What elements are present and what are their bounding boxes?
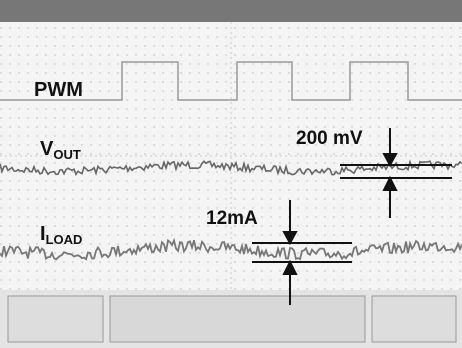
oscilloscope-screen: PWM VOUT ILOAD 200 mV 12mA <box>0 0 462 348</box>
iload-sub: LOAD <box>46 232 83 247</box>
pwm-label: PWM <box>34 79 83 101</box>
menu-bar <box>0 0 462 22</box>
channel-box <box>8 296 103 342</box>
iload-ripple-label: 12mA <box>206 208 258 229</box>
vout-main: V <box>40 138 54 160</box>
vout-sub: OUT <box>53 147 81 162</box>
measure-box <box>110 296 365 342</box>
timebase-box <box>372 296 456 342</box>
vout-ripple-label: 200 mV <box>296 128 363 149</box>
